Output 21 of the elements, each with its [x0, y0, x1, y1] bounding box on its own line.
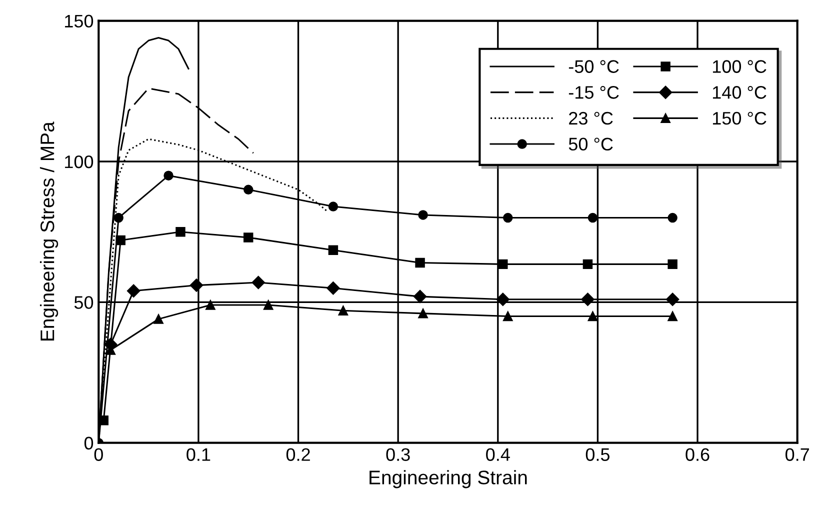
legend-label: 23 °C — [569, 112, 613, 125]
legend-label: 100 °C — [712, 60, 766, 73]
x-tick-label: 0.5 — [586, 448, 610, 461]
x-axis-title: Engineering Strain — [370, 470, 527, 488]
x-tick-label: 0.1 — [186, 448, 210, 461]
y-axis-title: Engineering Stress / MPa — [40, 122, 58, 340]
y-tick-label: 0 — [84, 436, 94, 450]
legend-label: -50 °C — [568, 60, 619, 73]
legend-label: 150 °C — [712, 112, 766, 125]
y-tick-label: 100 — [65, 155, 94, 168]
legend-label: 50 °C — [568, 138, 613, 151]
x-tick-label: 0.7 — [785, 448, 809, 461]
x-tick-label: 0.3 — [386, 448, 410, 461]
legend-label: 140 °C — [712, 86, 766, 99]
x-tick-label: 0 — [94, 448, 103, 461]
x-tick-label: 0.6 — [686, 448, 710, 461]
x-tick-label: 0.4 — [486, 448, 510, 461]
legend-label: -15 °C — [568, 86, 619, 99]
y-tick-label: 50 — [74, 296, 94, 309]
y-tick-label: 150 — [65, 14, 94, 28]
x-tick-label: 0.2 — [286, 448, 310, 461]
